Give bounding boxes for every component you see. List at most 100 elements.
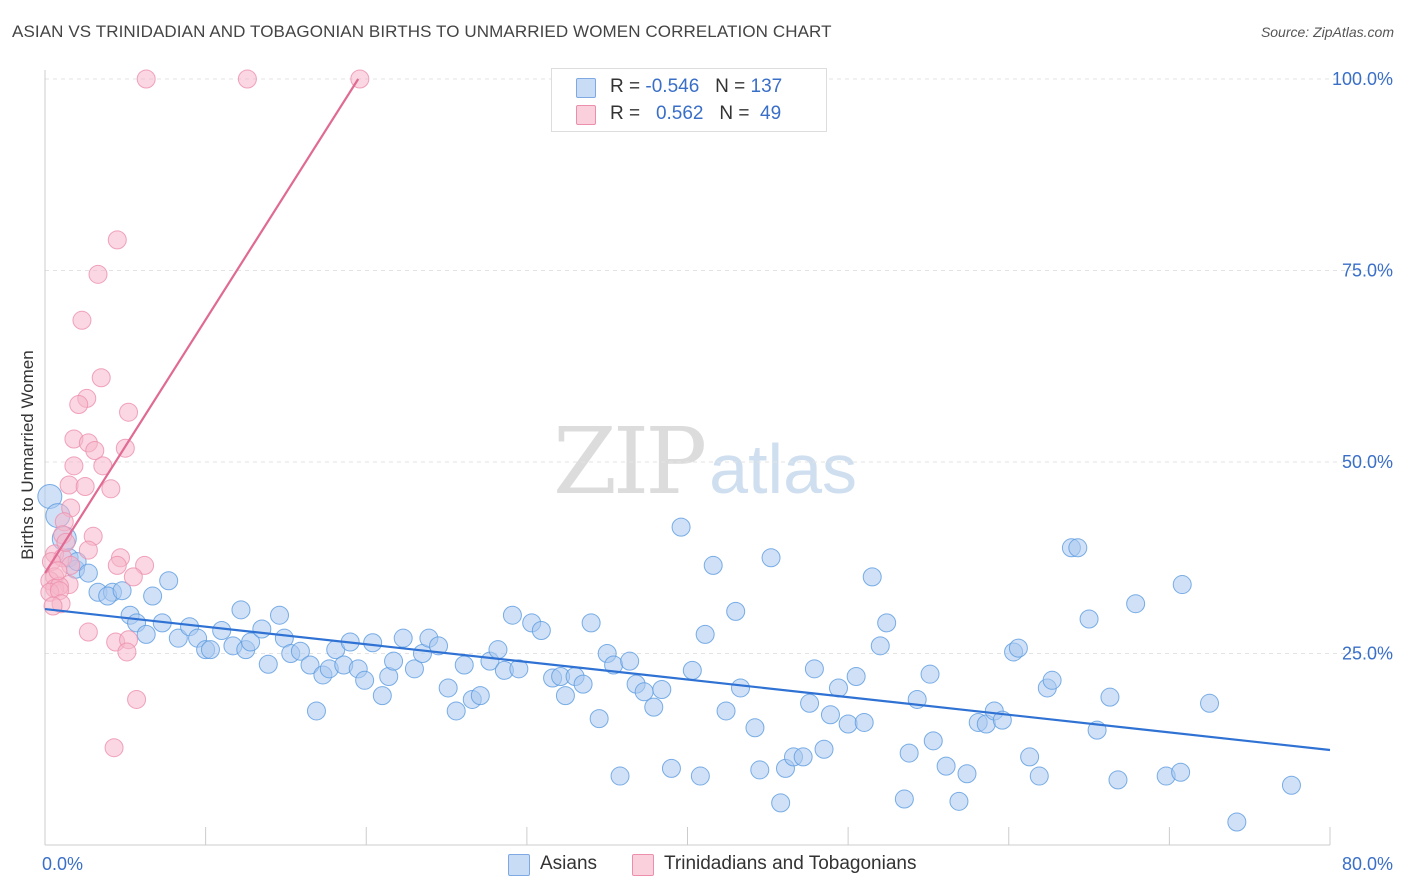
trinidadian-point bbox=[85, 441, 105, 461]
asian-point bbox=[690, 766, 710, 786]
asian-point bbox=[877, 613, 897, 633]
y-tick-label: 100.0% bbox=[1332, 69, 1393, 89]
trinidadian-point bbox=[64, 456, 84, 476]
asian-point bbox=[581, 613, 601, 633]
asian-point bbox=[270, 605, 290, 625]
trinidadian-point bbox=[119, 402, 139, 422]
asian-point bbox=[1042, 670, 1062, 690]
asian-point bbox=[828, 678, 848, 698]
trinidadian-point bbox=[104, 738, 124, 758]
chart-title: ASIAN VS TRINIDADIAN AND TOBAGONIAN BIRT… bbox=[12, 22, 832, 41]
asian-point bbox=[771, 793, 791, 813]
asian-point bbox=[634, 682, 654, 702]
series-legend: Asians Trinidadians and Tobagonians bbox=[0, 852, 1406, 878]
y-tick-label: 75.0% bbox=[1342, 261, 1393, 281]
asian-point bbox=[862, 567, 882, 587]
asian-point bbox=[393, 628, 413, 648]
trinidadian-point bbox=[91, 368, 111, 388]
trinidadian-point bbox=[107, 230, 127, 250]
asian-point bbox=[957, 764, 977, 784]
asian-point bbox=[531, 621, 551, 641]
correlation-legend: R = -0.546 N = 137 R = 0.562 N = 49 bbox=[551, 68, 827, 132]
watermark-atlas: atlas bbox=[709, 430, 858, 508]
asian-point bbox=[800, 693, 820, 713]
asian-point bbox=[936, 756, 956, 776]
asian-point bbox=[1281, 775, 1301, 795]
asian-point bbox=[846, 666, 866, 686]
legend-n-label: N = bbox=[719, 103, 750, 124]
legend-swatch-trinidadians bbox=[576, 105, 596, 125]
legend-r-label: R = bbox=[610, 76, 641, 97]
asian-point bbox=[488, 640, 508, 660]
asian-point bbox=[363, 633, 383, 653]
x-tick-label: 80.0% bbox=[1342, 854, 1393, 874]
trinidadian-point bbox=[69, 395, 89, 415]
asian-point bbox=[1020, 747, 1040, 767]
asian-point bbox=[372, 686, 392, 706]
asian-point bbox=[300, 655, 320, 675]
legend-r-value: 0.562 bbox=[655, 103, 704, 124]
trinidadian-point bbox=[59, 475, 79, 495]
asian-point bbox=[1172, 575, 1192, 595]
asian-point bbox=[78, 563, 98, 583]
asian-point bbox=[290, 641, 310, 661]
asian-point bbox=[870, 636, 890, 656]
trinidadian-point bbox=[48, 561, 68, 581]
asian-point bbox=[429, 636, 449, 656]
watermark: ZIPatlas bbox=[553, 408, 857, 515]
asian-point bbox=[949, 791, 969, 811]
asian-point bbox=[454, 655, 474, 675]
trinidadian-point bbox=[123, 567, 143, 587]
trinidadian-point bbox=[78, 622, 98, 642]
x-tick-label: 0.0% bbox=[42, 854, 83, 874]
asian-point bbox=[703, 555, 723, 575]
legend-label-asians: Asians bbox=[540, 853, 598, 874]
asian-point bbox=[745, 718, 765, 738]
asian-point bbox=[1100, 687, 1120, 707]
asian-point bbox=[652, 680, 672, 700]
asian-point bbox=[231, 600, 251, 620]
asian-point bbox=[252, 619, 272, 639]
trinidadian-point bbox=[127, 689, 147, 709]
asian-point bbox=[1108, 770, 1128, 790]
asian-point bbox=[200, 640, 220, 660]
asian-point bbox=[470, 686, 490, 706]
asian-point bbox=[306, 701, 326, 721]
asian-point bbox=[1171, 762, 1191, 782]
asian-point bbox=[804, 659, 824, 679]
trinidadian-point bbox=[78, 540, 98, 560]
trinidadian-point bbox=[117, 642, 137, 662]
asian-point bbox=[814, 739, 834, 759]
source-label[interactable]: Source: ZipAtlas.com bbox=[1260, 24, 1394, 40]
trinidadian-trend-line bbox=[44, 78, 360, 574]
trinidadian-point bbox=[75, 477, 95, 497]
asian-point bbox=[446, 701, 466, 721]
asian-point bbox=[1126, 594, 1146, 614]
asian-point bbox=[1079, 609, 1099, 629]
asian-trend-line bbox=[44, 607, 1331, 752]
asian-point bbox=[112, 581, 132, 601]
asian-point bbox=[923, 731, 943, 751]
trinidadian-point bbox=[136, 69, 156, 89]
asian-point bbox=[355, 670, 375, 690]
asian-point bbox=[894, 789, 914, 809]
asian-point bbox=[731, 678, 751, 698]
asian-point bbox=[136, 624, 156, 644]
asian-point bbox=[555, 686, 575, 706]
asian-point bbox=[1200, 693, 1220, 713]
asian-point bbox=[838, 714, 858, 734]
asian-point bbox=[212, 621, 232, 641]
trinidadian-point bbox=[101, 479, 121, 499]
legend-r-label: R = bbox=[610, 103, 641, 124]
asian-point bbox=[716, 701, 736, 721]
asian-point bbox=[899, 743, 919, 763]
asian-point bbox=[258, 654, 278, 674]
legend-r-value: -0.546 bbox=[645, 76, 700, 97]
y-axis-label: Births to Unmarried Women bbox=[18, 350, 37, 560]
asian-point bbox=[1068, 538, 1088, 558]
asian-point bbox=[671, 517, 691, 537]
trinidadian-point bbox=[88, 264, 108, 284]
legend-n-value: 49 bbox=[760, 103, 782, 124]
asian-point bbox=[384, 651, 404, 671]
